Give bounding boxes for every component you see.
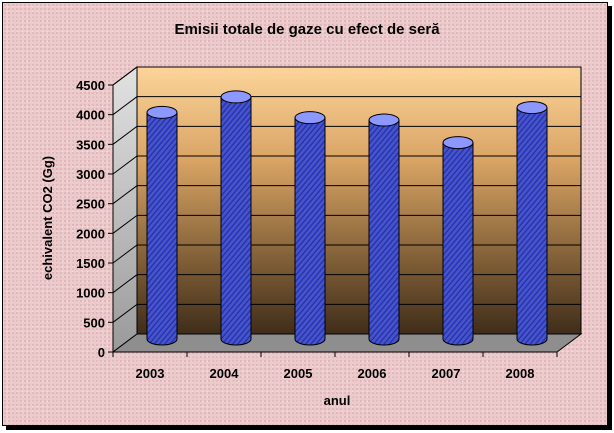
bar-2005 bbox=[294, 111, 326, 346]
gridline bbox=[112, 214, 581, 234]
x-tick-label: 2007 bbox=[432, 366, 461, 381]
gridline bbox=[112, 244, 581, 264]
gridline bbox=[112, 66, 581, 86]
y-tick-label: 3000 bbox=[76, 167, 105, 182]
x-axis-label: anul bbox=[324, 393, 351, 408]
y-tick-label: 4500 bbox=[76, 78, 105, 93]
y-tick-label: 2500 bbox=[76, 197, 105, 212]
gridline bbox=[112, 274, 581, 294]
y-tick-label: 3500 bbox=[76, 137, 105, 152]
y-tick-label: 1000 bbox=[76, 286, 105, 301]
side-wall bbox=[112, 66, 138, 353]
y-axis-label: echivalent CO2 (Gg) bbox=[40, 156, 55, 280]
y-tick-label: 4000 bbox=[76, 108, 105, 123]
y-tick-label: 1500 bbox=[76, 256, 105, 271]
gridline bbox=[112, 96, 581, 116]
y-tick-label: 0 bbox=[98, 345, 105, 360]
bar-2003 bbox=[146, 105, 178, 346]
bar-2004 bbox=[220, 90, 252, 346]
x-tick-label: 2004 bbox=[210, 366, 240, 381]
gridline bbox=[112, 303, 581, 323]
gridline bbox=[112, 125, 581, 145]
y-tick-label: 500 bbox=[83, 315, 105, 330]
bar-2006 bbox=[368, 113, 400, 346]
x-tick-label: 2006 bbox=[358, 366, 387, 381]
back-wall bbox=[136, 66, 582, 335]
gridline bbox=[112, 155, 581, 175]
floor bbox=[111, 333, 583, 353]
bar-2008 bbox=[516, 101, 548, 346]
chart-title: Emisii totale de gaze cu efect de seră bbox=[174, 21, 440, 38]
bar-2007 bbox=[442, 136, 474, 346]
x-tick-label: 2003 bbox=[136, 366, 165, 381]
gridline bbox=[112, 185, 581, 205]
x-tick-label: 2008 bbox=[506, 366, 535, 381]
y-tick-label: 2000 bbox=[76, 226, 105, 241]
x-tick-label: 2005 bbox=[284, 366, 313, 381]
